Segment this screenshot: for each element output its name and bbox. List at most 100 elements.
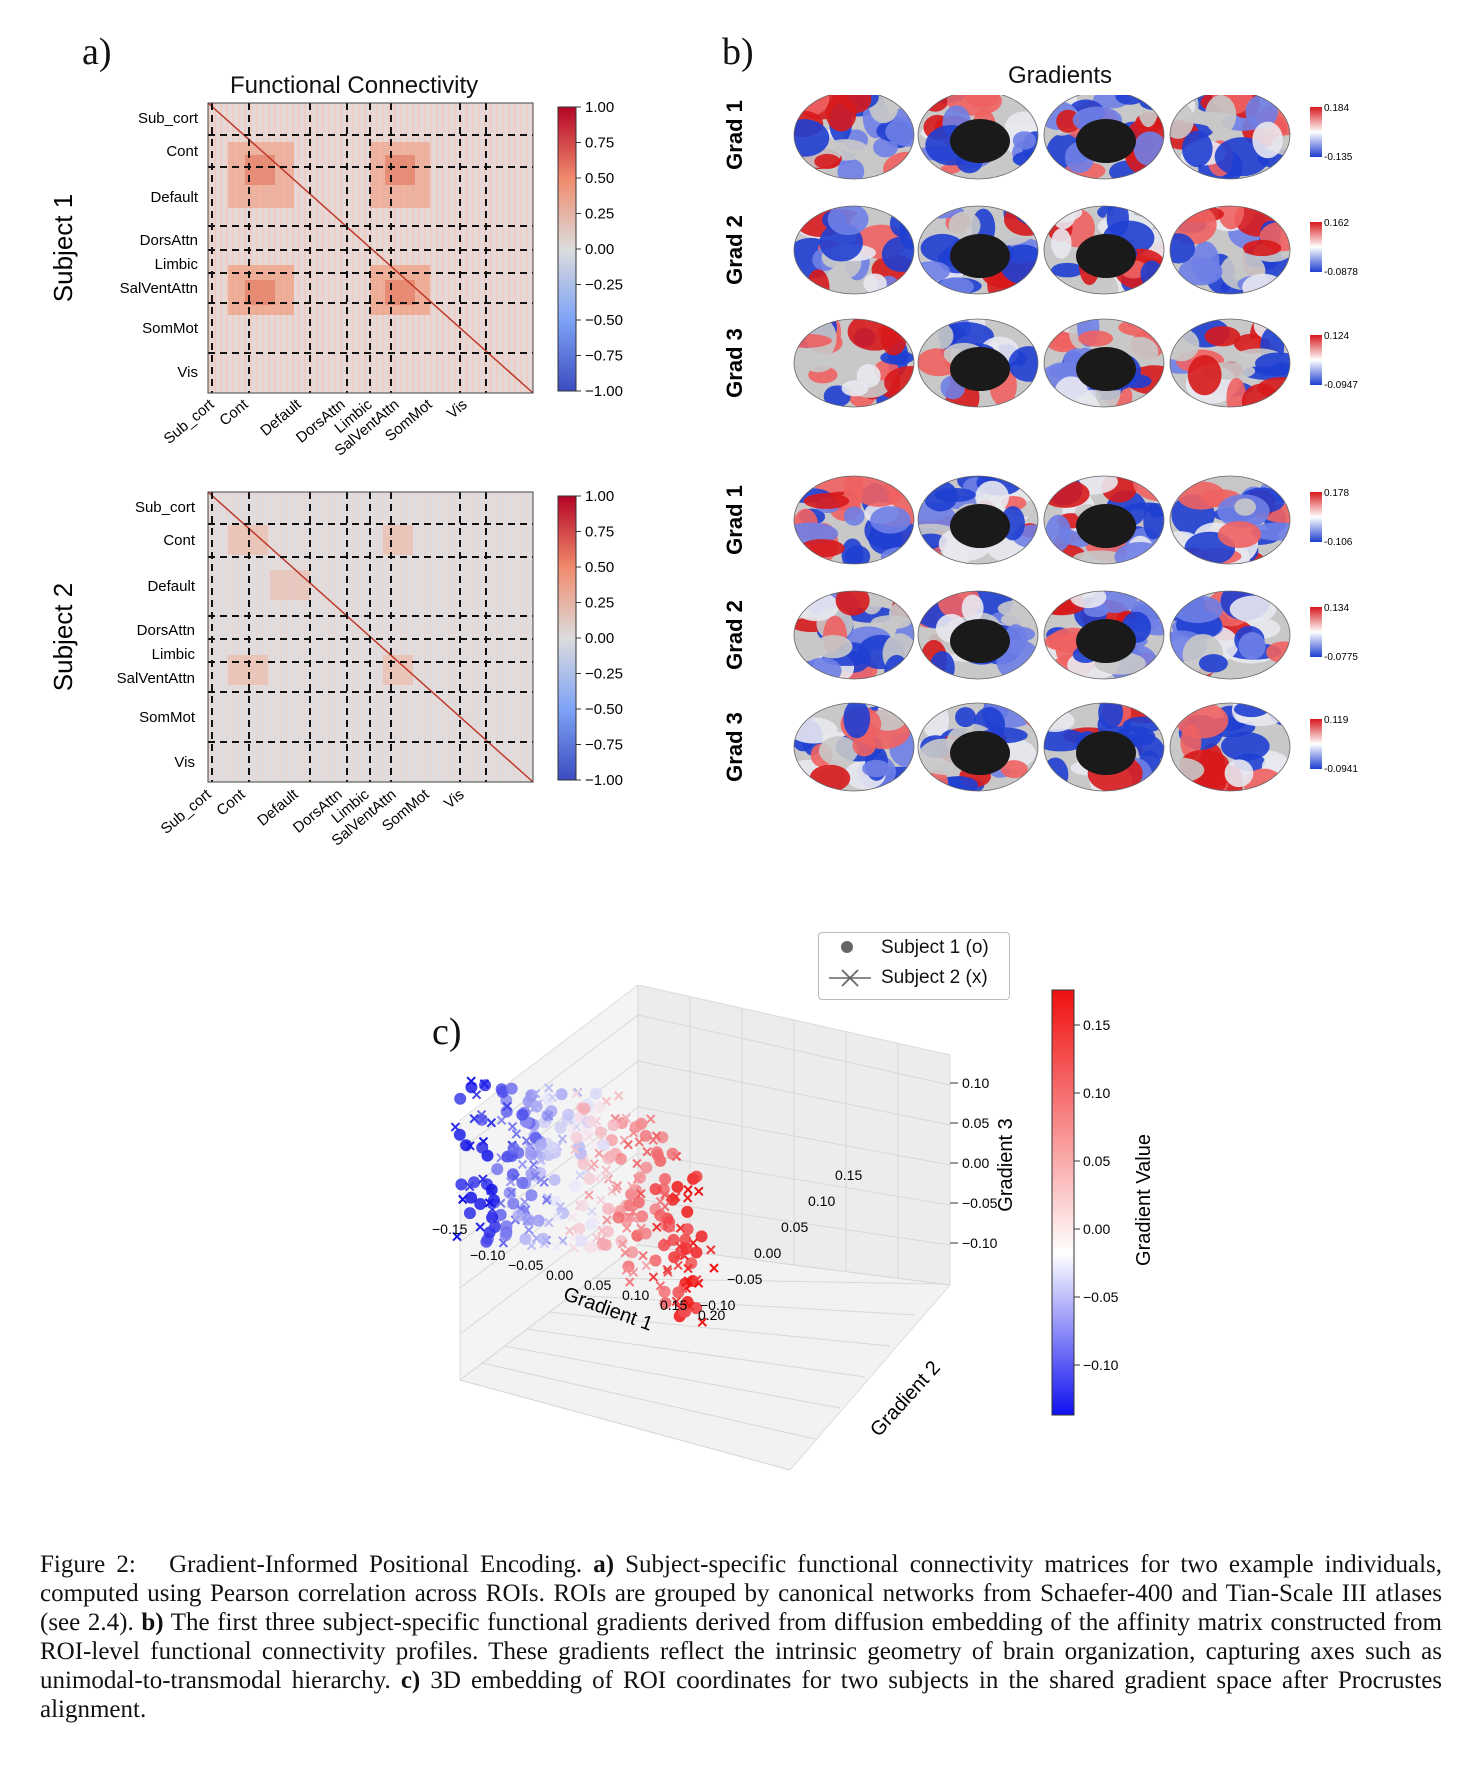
mini-colorbar (1310, 719, 1322, 769)
brain-surface-image (1043, 590, 1165, 680)
subject-1-point (607, 1119, 620, 1132)
subject-1-point (500, 1220, 513, 1233)
subject-2-point (569, 1243, 579, 1253)
subject-1-point (649, 1254, 662, 1267)
subject-2-point (627, 1181, 637, 1192)
subject-1-point (589, 1087, 602, 1100)
caption-c-tag: c) (400, 1667, 421, 1694)
subject-1-point (666, 1193, 679, 1206)
subject-1-point (460, 1139, 473, 1152)
subject-2-point (584, 1190, 594, 1200)
subject-1-point (657, 1183, 670, 1196)
subject-1-point (654, 1209, 667, 1222)
x-label-vis: Vis (441, 786, 468, 812)
3d-scatter-plot: 0.100.050.00−0.05−0.10 −0.15−0.10−0.050.… (432, 985, 1155, 1471)
subject-2-x-labels: Sub_cort Cont Default DorsAttn Limbic Sa… (158, 786, 468, 850)
colorbar-tick-label: 0.00 (1083, 1221, 1110, 1237)
brain-surface-image (917, 702, 1039, 792)
colorbar-tick-label: −1.00 (585, 383, 623, 400)
y-label-cont: Cont (166, 143, 199, 160)
subject-1-point (568, 1180, 581, 1193)
brain-surface-image (917, 318, 1039, 408)
mini-colorbar-min: -0.106 (1324, 537, 1353, 548)
subject-2-point (530, 1171, 540, 1181)
cross-marker-icon (829, 969, 871, 987)
colorbar-tick-label: 0.50 (585, 559, 614, 576)
subject-1-point (593, 1100, 606, 1113)
subject-2-point (632, 1158, 642, 1169)
subject-1-point (525, 1189, 538, 1202)
subject-2-point (663, 1267, 673, 1277)
subject-1-point (562, 1108, 575, 1121)
subject-2-point (683, 1263, 693, 1274)
subject-1-point (474, 1197, 487, 1210)
subject-2-point (566, 1122, 577, 1133)
subject-1-point (651, 1149, 664, 1162)
mini-colorbar (1310, 492, 1322, 542)
z-tick-label: −0.10 (962, 1235, 998, 1251)
gradient-row-label: Grad 2 (722, 215, 747, 285)
subject-2-point (620, 1248, 630, 1258)
subject-1-point (454, 1092, 467, 1105)
subject-2-point (600, 1171, 610, 1181)
subject-2-point (524, 1225, 534, 1235)
brain-surface-image (1043, 205, 1165, 295)
subject-2-point (496, 1115, 507, 1126)
colorbar-tick-label: −0.05 (1083, 1289, 1119, 1305)
subject-1-point (575, 1234, 588, 1247)
panel-a-letter: a) (82, 31, 112, 73)
caption-b-text: The first three subject-specific functio… (40, 1609, 1442, 1694)
subject-2-point (511, 1129, 522, 1139)
colorbar-tick-label: 0.50 (585, 170, 614, 187)
caption-label: Figure 2: (40, 1551, 136, 1578)
z-tick-label: 0.10 (962, 1075, 989, 1091)
mini-colorbar-min: -0.0947 (1324, 380, 1358, 391)
y-label-sommot: SomMot (142, 320, 199, 337)
brain-surface-image (793, 475, 915, 565)
subject-1-point (685, 1257, 698, 1270)
brain-surface-image (1169, 95, 1291, 180)
y-label-sub-cort: Sub_cort (135, 499, 196, 516)
y-axis-label: Gradient 2 (866, 1357, 945, 1441)
subject-1-point (578, 1102, 591, 1115)
subject-1-point (690, 1170, 703, 1183)
subject-1-point (475, 1113, 488, 1126)
brain-surface-image (1169, 205, 1291, 295)
subject-2-point (709, 1263, 719, 1273)
subject-1-point (507, 1197, 520, 1210)
subject-2-point (544, 1083, 554, 1093)
subject-2-point (692, 1274, 702, 1285)
subject-2-point (469, 1113, 479, 1124)
colorbar-tick-label: −0.10 (1083, 1357, 1119, 1373)
brain-surface-image (793, 205, 915, 295)
subject-2-point (567, 1212, 578, 1222)
subject-2-point (547, 1092, 558, 1103)
x-tick-label: 0.05 (584, 1277, 611, 1293)
x-tick-label: 0.15 (660, 1297, 687, 1313)
subject-1-point (659, 1297, 672, 1310)
subject-1-point (455, 1178, 468, 1191)
subject-2-point (521, 1135, 532, 1146)
mini-colorbar-max: 0.162 (1324, 218, 1349, 229)
subject-2-point (479, 1079, 490, 1089)
z-tick-label: −0.05 (962, 1195, 998, 1211)
subject-1-point (640, 1161, 653, 1174)
brain-surface-image (917, 205, 1039, 295)
subject-2-point (628, 1267, 639, 1278)
z-axis-label: Gradient 3 (995, 1118, 1017, 1211)
y-tick-label: 0.15 (835, 1167, 862, 1183)
subject-2-point (502, 1101, 512, 1112)
subject-1-point (666, 1147, 679, 1160)
x-label-sub-cort: Sub_cort (161, 396, 219, 448)
mini-colorbar-min: -0.0775 (1324, 652, 1358, 663)
subject-2-point (543, 1111, 554, 1121)
subject-1-point (668, 1251, 681, 1264)
gradient-row-label: Grad 2 (722, 600, 747, 670)
subject-2-point (475, 1222, 485, 1232)
y-label-default: Default (147, 578, 195, 595)
subject-1-point (555, 1088, 568, 1101)
subject-1-colorbar (557, 106, 577, 392)
subject-2-point (678, 1283, 688, 1294)
caption-a-text: Subject-specific functional connectivity… (40, 1551, 1443, 1636)
caption-c-text: 3D embedding of ROI coordinates for two … (40, 1667, 1443, 1723)
